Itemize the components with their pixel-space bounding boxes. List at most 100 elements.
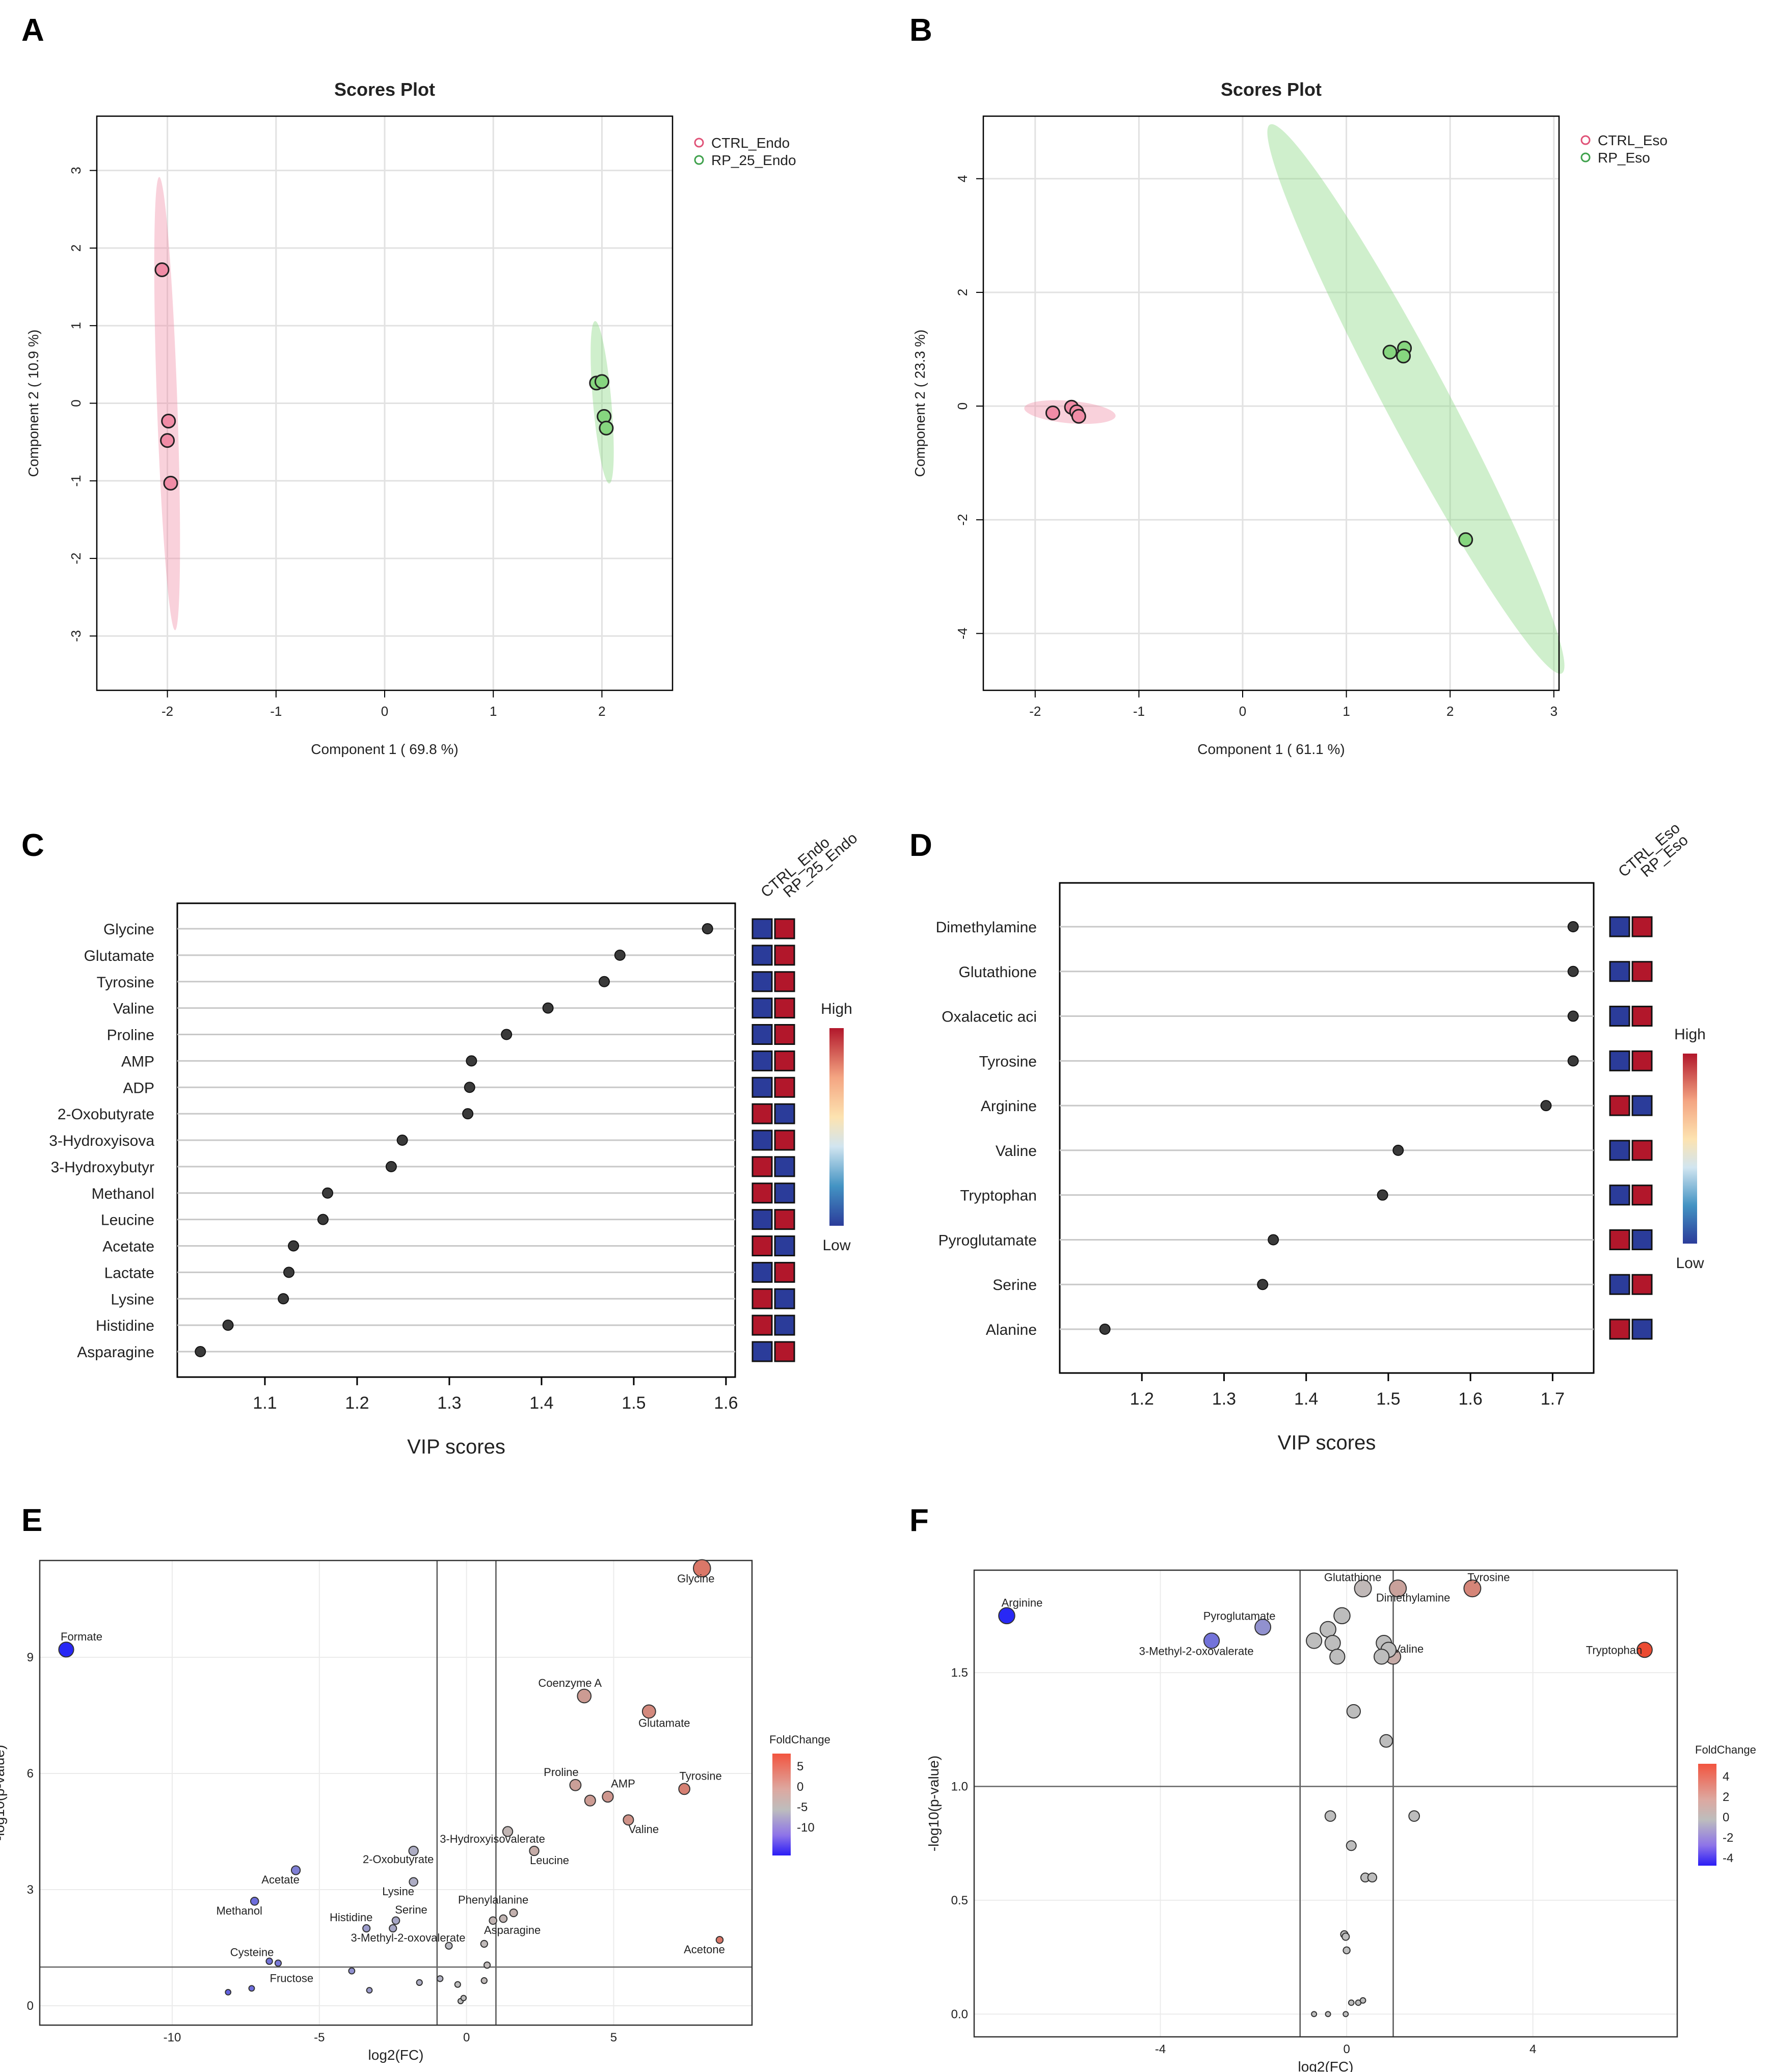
panel-letter-e: E <box>21 1503 42 1538</box>
score-point-ctrl-eso <box>1071 409 1086 424</box>
vip-point-proline <box>501 1029 513 1040</box>
legend-label-ctrl-eso: CTRL_Eso <box>1598 132 1668 148</box>
plot-title: Scores Plot <box>334 79 435 100</box>
point-label-serine: Serine <box>395 1903 427 1916</box>
colorbar-title: FoldChange <box>769 1733 830 1746</box>
point-label-tryptophan: Tryptophan <box>1586 1644 1642 1656</box>
heat-cell-rp <box>1631 1318 1653 1340</box>
volcano-point <box>584 1794 596 1807</box>
point-label-3-hydroxyisovalerate: 3-Hydroxyisovalerate <box>440 1833 545 1845</box>
vip-label-amp: AMP <box>121 1053 154 1070</box>
volcano-point-coenzyme-a <box>577 1688 592 1704</box>
vip-point-3-hydroxybutyr <box>385 1161 397 1172</box>
volcano-point <box>1343 2011 1349 2017</box>
volcano-point <box>436 1975 444 1982</box>
heat-cell-rp <box>774 1156 795 1177</box>
point-label-3-methyl-2-oxovalerate: 3-Methyl-2-oxovalerate <box>1139 1645 1254 1658</box>
vip-point-pyroglutamate <box>1268 1234 1279 1246</box>
heat-cell-rp <box>774 1182 795 1204</box>
colorbar <box>772 1754 791 1855</box>
heat-cell-ctrl <box>751 971 773 992</box>
colorbar <box>1698 1764 1716 1866</box>
vip-label-valine: Valine <box>113 1001 154 1017</box>
heat-cell-ctrl <box>751 1103 773 1124</box>
vip-label-glutathione: Glutathione <box>959 964 1037 981</box>
score-point-ctrl-endo <box>154 262 170 278</box>
vip-point-oxalacetic-aci <box>1567 1010 1579 1022</box>
vip-point-tryptophan <box>1377 1189 1388 1201</box>
heat-cell-ctrl <box>1609 1229 1630 1250</box>
heat-cell-rp <box>1631 916 1653 937</box>
vip-label-pyroglutamate: Pyroglutamate <box>938 1232 1037 1249</box>
vip-label-proline: Proline <box>107 1027 154 1044</box>
heat-cell-ctrl <box>751 1261 773 1283</box>
vip-label-adp: ADP <box>123 1080 154 1096</box>
heat-cell-ctrl <box>751 1050 773 1071</box>
volcano-point <box>1311 2011 1318 2017</box>
point-label-acetate: Acetate <box>261 1873 300 1886</box>
heat-cell-rp <box>1631 1050 1653 1071</box>
vip-label-serine: Serine <box>992 1277 1037 1294</box>
point-label-coenzyme-a: Coenzyme A <box>538 1677 602 1689</box>
colorbar-title: FoldChange <box>1695 1743 1756 1756</box>
legend-label-rp-eso: RP_Eso <box>1598 150 1650 166</box>
y-tick-label: 0 <box>68 399 84 407</box>
y-axis-label: Component 2 ( 23.3 %) <box>912 330 928 477</box>
legend-label-rp-25-endo: RP_25_Endo <box>711 152 796 168</box>
confidence-ellipse-rp-eso <box>1267 124 1565 674</box>
vip-point-valine <box>542 1002 554 1014</box>
score-point-ctrl-endo <box>163 475 178 491</box>
vip-point-histidine <box>222 1320 234 1331</box>
y-axis-label: -log10(p-value) <box>926 1756 942 1851</box>
x-tick-label: -2 <box>1029 704 1041 719</box>
vip-point-glutamate <box>614 949 626 961</box>
y-tick-label: 0 <box>955 402 970 410</box>
colorbar-tick-label: -4 <box>1723 1851 1733 1865</box>
color-scale-high-label: High <box>821 1001 852 1017</box>
y-tick-label: -4 <box>955 628 970 639</box>
plot-frame <box>1059 882 1595 1374</box>
volcano-point <box>1343 1946 1351 1954</box>
x-tick-label: 0 <box>381 704 388 719</box>
volcano-point-phenylalanine <box>509 1908 518 1918</box>
vip-label-tryptophan: Tryptophan <box>960 1188 1037 1204</box>
y-tick-label: -3 <box>68 630 84 642</box>
x-tick-label: 1.2 <box>345 1393 369 1413</box>
volcano-point <box>480 1977 488 1984</box>
colorbar-tick-label: -2 <box>1723 1831 1733 1845</box>
volcano-point-amp <box>602 1790 614 1803</box>
vip-point-tyrosine <box>598 976 610 987</box>
volcano-point <box>274 1959 282 1967</box>
volcano-point <box>389 1924 397 1933</box>
plot-title: Scores Plot <box>1221 79 1322 100</box>
heat-cell-rp <box>1631 1185 1653 1206</box>
heat-cell-ctrl <box>751 1024 773 1045</box>
point-label-glutamate: Glutamate <box>638 1716 690 1729</box>
heat-cell-ctrl <box>751 1129 773 1151</box>
heat-cell-rp <box>774 1288 795 1309</box>
volcano-point-serine <box>391 1916 400 1925</box>
vip-point-methanol <box>322 1187 334 1199</box>
vip-label-lysine: Lysine <box>111 1291 154 1308</box>
y-tick-label: 1 <box>68 322 84 329</box>
vip-label-glycine: Glycine <box>103 921 154 938</box>
score-point-rp-eso <box>1382 344 1398 360</box>
y-tick-label: 9 <box>27 1651 34 1664</box>
vip-label-tyrosine: Tyrosine <box>97 974 154 991</box>
heat-cell-ctrl <box>1609 1274 1630 1295</box>
volcano-point <box>1359 1997 1366 2004</box>
volcano-point <box>483 1961 491 1969</box>
heat-cell-ctrl <box>1609 1185 1630 1206</box>
point-label-acetone: Acetone <box>684 1943 725 1956</box>
vip-point-valine <box>1392 1144 1404 1156</box>
volcano-point-acetate <box>290 1865 301 1875</box>
score-point-rp-eso <box>1458 532 1473 547</box>
y-tick-label: 0.5 <box>951 1894 968 1907</box>
confidence-ellipse-rp-25-endo <box>590 321 614 483</box>
vip-label-glutamate: Glutamate <box>84 948 154 964</box>
volcano-point <box>1333 1607 1351 1625</box>
point-label-arginine: Arginine <box>1002 1596 1043 1609</box>
point-label-leucine: Leucine <box>530 1854 569 1867</box>
vip-label-2-oxobutyrate: 2-Oxobutyrate <box>58 1106 154 1123</box>
heat-cell-rp <box>774 1103 795 1124</box>
